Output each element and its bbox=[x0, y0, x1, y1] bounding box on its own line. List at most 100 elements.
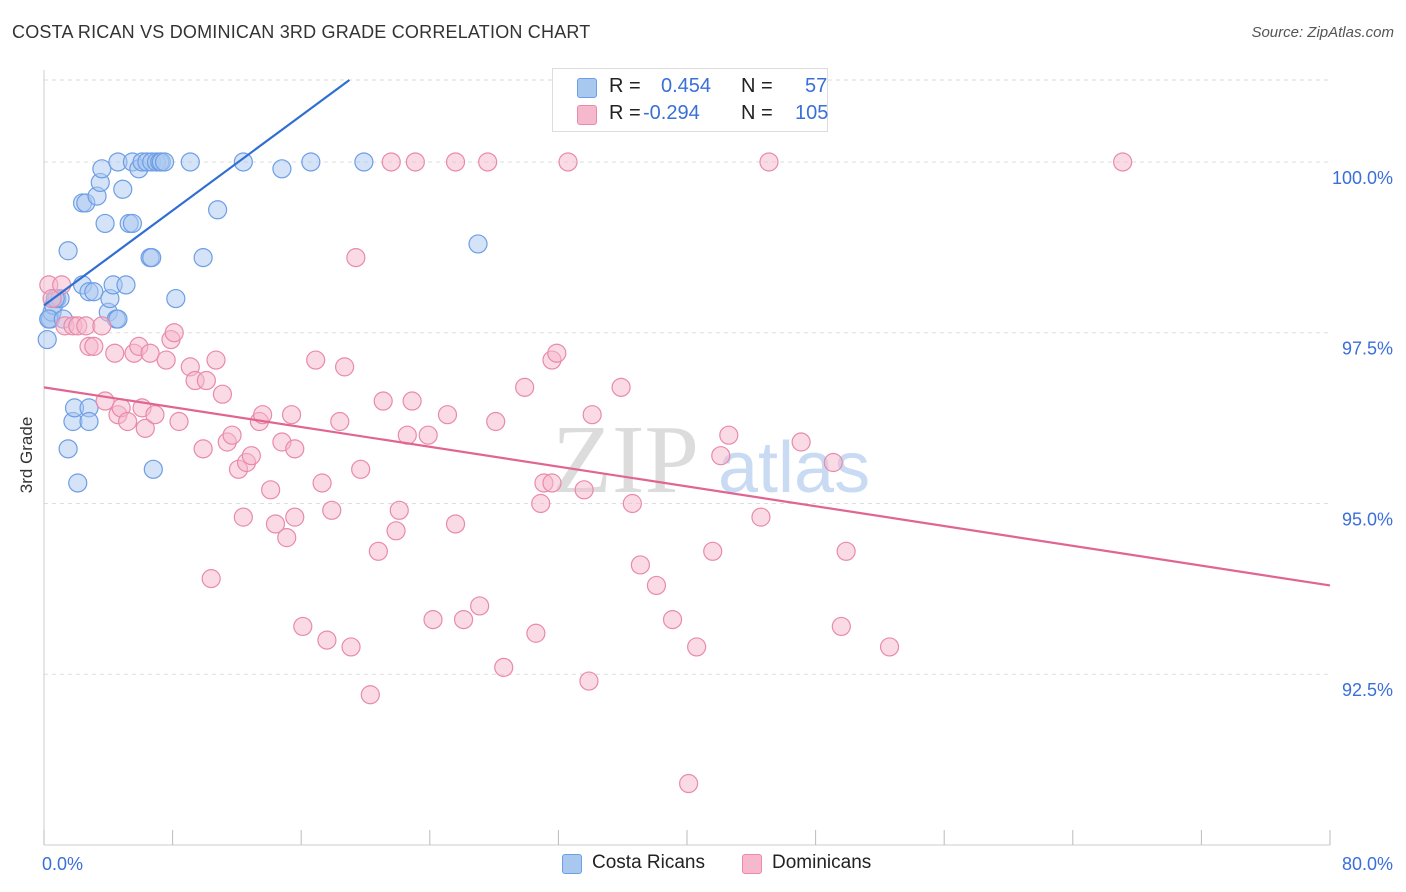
legend-r-label: R = bbox=[609, 102, 641, 124]
dominican-point bbox=[368, 541, 388, 561]
y-tick-label: 100.0% bbox=[1332, 168, 1393, 188]
dominican-point bbox=[92, 316, 112, 336]
dominican-point bbox=[711, 446, 731, 466]
dominican-point bbox=[703, 541, 723, 561]
watermark-zip: ZIP bbox=[552, 406, 699, 514]
dominican-point bbox=[360, 685, 380, 705]
costa-legend-swatch bbox=[562, 854, 582, 874]
costa-n-value: 57 bbox=[805, 75, 828, 97]
dominican-point bbox=[306, 350, 326, 370]
costa-rican-point bbox=[272, 159, 292, 179]
costa-rican-point bbox=[108, 309, 128, 329]
dominican-point bbox=[386, 521, 406, 541]
dominican-point bbox=[265, 514, 286, 534]
dominican-point bbox=[759, 152, 779, 172]
dominican-point bbox=[574, 480, 594, 500]
dominican-point bbox=[317, 630, 337, 650]
costa-rican-point bbox=[154, 152, 175, 172]
y-axis-label: 3rd Grade bbox=[17, 417, 36, 494]
costa-rican-point bbox=[208, 200, 228, 220]
dominican-point bbox=[751, 507, 771, 527]
dominican-point bbox=[526, 623, 546, 643]
dominican-point bbox=[281, 405, 302, 425]
dominican-point bbox=[437, 405, 458, 425]
dominican-point bbox=[212, 384, 233, 404]
dominican-point bbox=[542, 473, 562, 493]
dominican-point bbox=[531, 493, 551, 514]
dominican-point bbox=[169, 411, 189, 432]
costa-rican-point bbox=[233, 152, 253, 172]
costa-rican-point bbox=[122, 213, 143, 234]
dominican-point bbox=[135, 418, 155, 438]
costa-rican-point bbox=[92, 159, 112, 179]
dominican-point bbox=[117, 411, 138, 432]
costa-rican-point bbox=[193, 247, 213, 268]
costa-rican-point bbox=[84, 282, 104, 302]
dominican-point bbox=[646, 575, 667, 596]
dominican-point bbox=[405, 152, 425, 172]
dominican-point bbox=[341, 637, 361, 657]
costa-rican-point bbox=[143, 459, 163, 479]
dominican-point bbox=[791, 432, 811, 452]
dominican-point bbox=[389, 500, 409, 520]
dominican-point bbox=[494, 657, 514, 678]
dominican-point bbox=[261, 480, 281, 500]
costa-rican-point bbox=[68, 473, 88, 493]
dominican-point bbox=[418, 425, 438, 445]
costa-rican-point bbox=[354, 152, 374, 172]
dominican-point bbox=[486, 411, 506, 432]
y-tick-label: 95.0% bbox=[1342, 509, 1393, 529]
costa-swatch bbox=[577, 78, 597, 98]
dominican-point bbox=[558, 152, 578, 172]
costa-rican-point bbox=[301, 152, 321, 172]
costa-rican-trend-line bbox=[43, 79, 351, 307]
costa-legend-label: Costa Ricans bbox=[592, 852, 705, 873]
dominican-point bbox=[201, 569, 221, 589]
dominican-r-value: -0.294 bbox=[643, 102, 700, 124]
dominican-point bbox=[312, 473, 332, 493]
dominican-point bbox=[373, 391, 393, 411]
dominican-legend-swatch bbox=[742, 854, 762, 874]
costa-rican-point bbox=[58, 241, 78, 261]
dominican-point bbox=[836, 541, 856, 561]
legend-n-label: N = bbox=[741, 102, 773, 124]
x-tick-label-min: 0.0% bbox=[42, 854, 83, 874]
dominican-point bbox=[241, 446, 261, 466]
dominican-point bbox=[164, 323, 184, 343]
dominican-point bbox=[402, 391, 422, 411]
dominican-point bbox=[622, 493, 642, 514]
dominican-point bbox=[679, 773, 699, 794]
dominican-point bbox=[145, 405, 165, 425]
stats-legend: R = 0.454 N = 57 R = -0.294 N = 105 bbox=[552, 68, 828, 132]
dominican-point bbox=[196, 370, 216, 391]
dominican-point bbox=[879, 637, 900, 657]
dominican-point bbox=[156, 350, 176, 370]
dominican-point bbox=[662, 609, 683, 630]
dominican-n-value: 105 bbox=[795, 102, 829, 124]
dominican-point bbox=[611, 377, 631, 397]
dominican-point bbox=[193, 439, 213, 459]
costa-rican-point bbox=[79, 411, 99, 432]
source-label: Source: ZipAtlas.com bbox=[1251, 24, 1394, 41]
dominican-point bbox=[293, 616, 313, 637]
dominican-point bbox=[719, 425, 739, 445]
dominican-point bbox=[1113, 152, 1133, 172]
dominican-point bbox=[140, 343, 160, 363]
dominican-swatch bbox=[577, 105, 597, 125]
costa-rican-point bbox=[116, 275, 136, 295]
dominican-point bbox=[76, 316, 96, 336]
dominican-trend-line bbox=[43, 386, 1331, 587]
costa-rican-point bbox=[142, 247, 162, 268]
costa-r-value: 0.454 bbox=[661, 75, 712, 97]
dominican-point bbox=[381, 152, 401, 172]
dominican-point bbox=[346, 247, 366, 268]
dominican-point bbox=[453, 609, 474, 630]
dominican-point bbox=[222, 425, 242, 445]
chart-title: COSTA RICAN VS DOMINICAN 3RD GRADE CORRE… bbox=[12, 22, 591, 42]
dominican-point bbox=[285, 507, 305, 527]
dominican-point bbox=[687, 637, 707, 657]
dominican-point bbox=[547, 343, 567, 363]
costa-rican-point bbox=[180, 152, 200, 172]
dominican-point bbox=[277, 528, 297, 548]
